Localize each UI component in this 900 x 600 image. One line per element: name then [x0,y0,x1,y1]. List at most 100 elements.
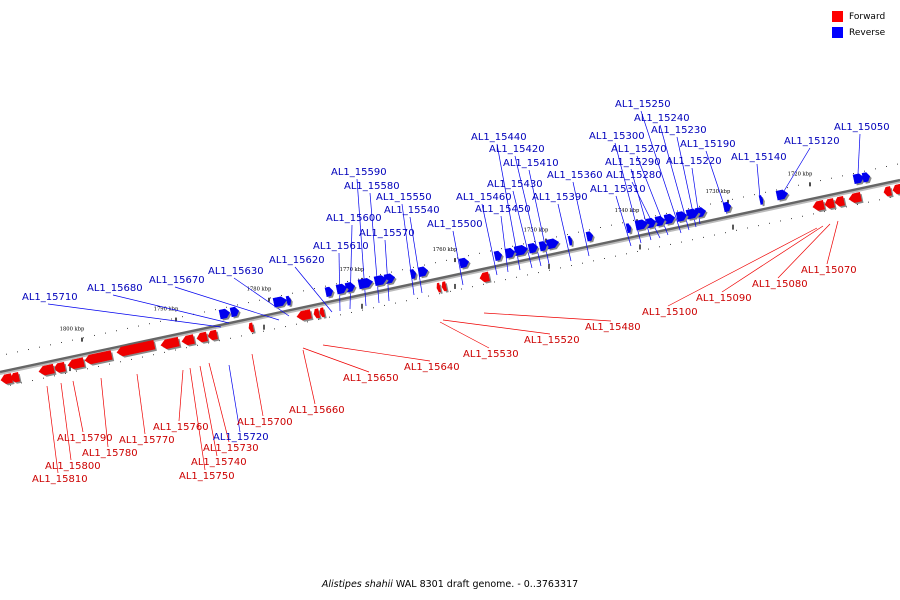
minor-tick [351,311,352,313]
reverse-gene-arrow-body [272,296,288,308]
forward-gene-arrow [479,271,492,284]
forward-gene-label: AL1_15520 [524,335,580,346]
minor-tick [215,309,216,311]
reverse-gene-arrow-body [324,286,334,298]
reverse-gene-label: AL1_15140 [731,152,787,163]
reverse-gene-label: AL1_15310 [590,184,646,195]
forward-leader-line [483,312,612,322]
minor-tick [677,210,678,212]
forward-gene-arrow [296,309,314,322]
kbp-tick-label: 1750 kbp [524,228,549,234]
minor-tick [824,211,825,213]
reverse-gene-arrow-body [493,250,503,261]
minor-tick [534,241,535,243]
forward-swatch-icon [832,11,843,22]
minor-tick [292,292,293,294]
gene-labels: AL1_15050 AL1_15120 AL1_15140 AL1_15190 AL1_… [22,99,890,485]
minor-tick [780,220,781,222]
minor-tick [864,170,865,172]
reverse-leader-line [384,239,390,302]
reverse-leader-line [640,110,682,234]
forward-gene-label: AL1_15750 [179,471,235,482]
reverse-gene-label: AL1_15240 [634,113,690,124]
minor-tick [120,361,121,363]
forward-gene-label: AL1_15790 [57,433,113,444]
forward-gene-label: AL1_15700 [237,417,293,428]
reverse-gene-label: AL1_15710 [22,292,78,303]
reverse-gene-label: AL1_15120 [784,136,840,147]
minor-tick [615,255,616,257]
minor-tick [571,265,572,267]
forward-gene-arrow [824,198,837,210]
reverse-gene-arrow-body [538,241,548,252]
minor-tick [875,168,876,170]
minor-tick [6,353,7,355]
forward-gene-arrow-body [116,339,156,357]
minor-tick [516,276,517,278]
reverse-gene-arrow-body [722,201,732,213]
forward-gene-arrow-body [181,334,195,346]
minor-tick [142,356,143,358]
legend-label: Reverse [849,27,886,38]
minor-tick [10,384,11,386]
minor-tick [604,258,605,259]
minor-tick [853,173,854,175]
forward-leader-line [721,225,824,293]
minor-tick [699,205,700,207]
minor-tick [171,318,172,320]
reverse-gene-arrow-body [861,172,871,183]
forward-gene-arrow-body [10,372,20,383]
minor-tick [76,370,77,372]
minor-tick [765,191,766,193]
reverse-gene-label: AL1_15460 [456,192,512,203]
forward-gene-arrow-body [296,309,312,321]
reverse-gene-label: AL1_15580 [344,181,400,192]
reverse-gene-arrow-body [373,275,388,287]
forward-gene-label: AL1_15100 [642,307,698,318]
minor-tick [721,201,722,203]
forward-gene-arrow-body [892,183,900,195]
minor-tick [582,262,583,264]
minor-tick [164,351,165,353]
minor-tick [483,283,484,285]
reverse-gene-arrow [625,223,633,235]
forward-gene-arrow-body [812,200,825,211]
minor-tick [831,177,832,179]
reverse-gene-arrow-body [417,266,429,277]
reverse-leader-line [780,147,811,197]
minor-tick [263,330,264,332]
minor-tick [109,363,110,365]
minor-tick [248,302,249,304]
forward-gene-label: AL1_15770 [119,435,175,446]
forward-gene-arrow [67,357,87,371]
reverse-gene-arrow [493,250,504,263]
minor-tick [468,255,469,257]
forward-leader-line [439,321,490,349]
minor-tick [703,236,704,238]
reverse-gene-label: AL1_15450 [475,204,531,215]
minor-tick [395,302,396,304]
minor-tick [714,234,715,236]
reverse-gene-label: AL1_15430 [487,179,543,190]
minor-tick [813,213,814,215]
forward-leader-line [100,377,109,448]
reverse-gene-arrow [357,277,375,291]
minor-tick [736,229,737,231]
minor-tick [754,194,755,196]
reverse-gene-arrow-body [229,306,240,318]
minor-tick [65,372,66,374]
minor-tick [556,236,557,238]
minor-tick [769,222,770,224]
reverse-gene-arrow [417,266,430,279]
minor-tick [98,365,99,367]
minor-tick [219,340,220,342]
minor-tick [380,273,381,275]
minor-tick [820,180,821,182]
reverse-gene-arrow [567,235,574,247]
reverse-gene-arrow [722,201,733,214]
minor-tick [318,319,319,321]
minor-tick [160,320,161,322]
forward-gene-label: AL1_15760 [153,422,209,433]
forward-leader-line [208,362,230,443]
forward-leader-line [136,373,146,435]
